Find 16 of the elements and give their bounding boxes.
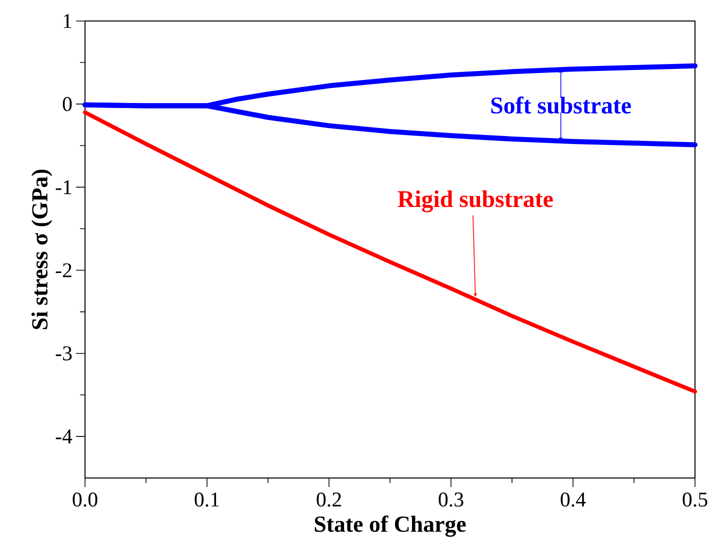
- x-tick-label: 0.4: [560, 492, 586, 507]
- x-tick-label: 0.2: [316, 492, 341, 507]
- x-tick-label: 0.0: [72, 492, 98, 507]
- y-tick-label: 0: [62, 97, 72, 112]
- y-axis-title: Si stress σ (GPa): [31, 170, 52, 330]
- y-tick-label: -3: [56, 346, 72, 360]
- y-tick-label: 1: [64, 14, 72, 28]
- x-axis-title: State of Charge: [314, 516, 466, 537]
- annotation: Rigid substrate: [398, 190, 553, 212]
- y-tick-label: -2: [56, 263, 72, 278]
- x-tick-label: 0.3: [438, 492, 464, 507]
- y-tick-label: -4: [56, 430, 72, 444]
- x-tick-label: 0.5: [682, 492, 708, 507]
- x-tick-label: 0.1: [194, 492, 219, 507]
- annotation: Soft substrate: [491, 96, 631, 114]
- y-tick-label: -1: [56, 180, 72, 194]
